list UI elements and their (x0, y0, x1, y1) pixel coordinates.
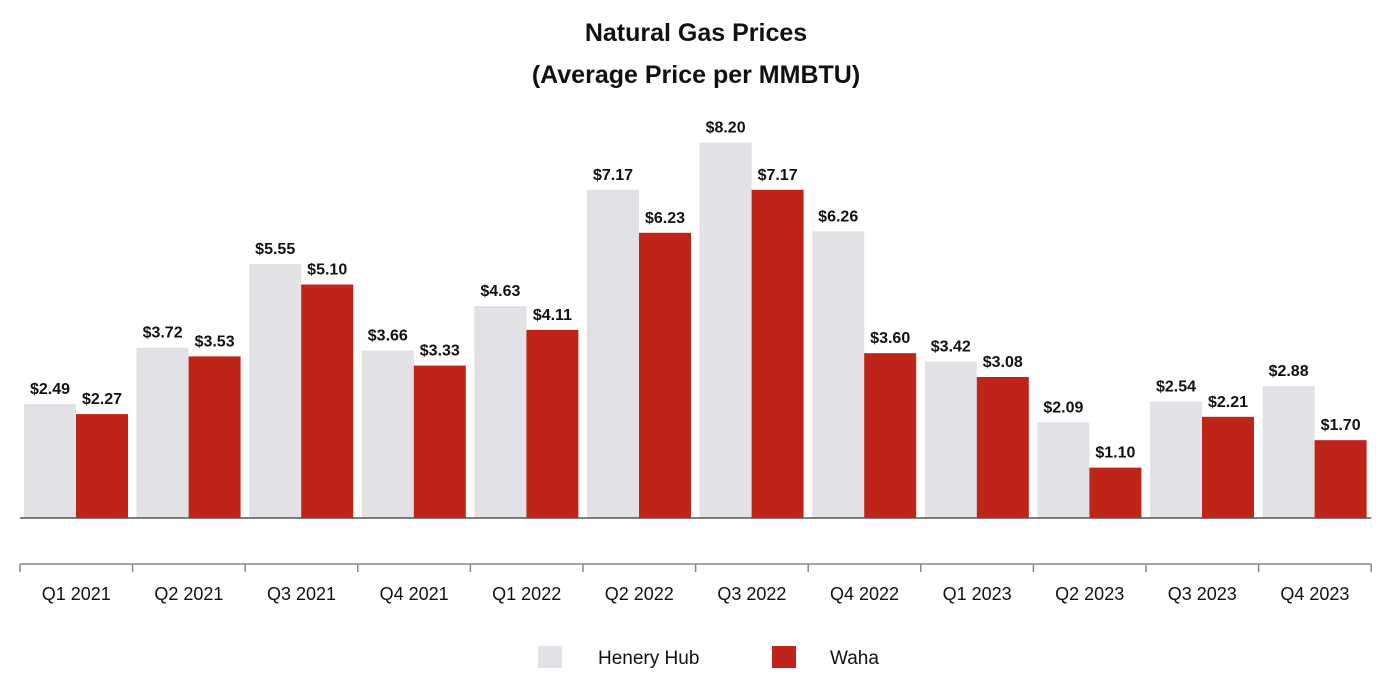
x-tick-label-q1-2022: Q1 2022 (492, 584, 561, 604)
bar-henery-hub-q3-2021 (249, 263, 302, 518)
data-label-waha-q4-2022: $3.60 (870, 330, 910, 347)
data-label-henery-hub-q1-2021: $2.49 (30, 381, 70, 398)
bar-henery-hub-q1-2022 (474, 306, 527, 518)
axes: Q1 2021 Q2 2021 Q3 2021 Q4 2021 Q1 2022 Q2 20… (19, 517, 1372, 604)
data-label-waha-q1-2023: $3.08 (983, 354, 1023, 371)
bar-waha-q2-2021 (188, 356, 241, 518)
data-label-waha-q4-2021: $3.33 (420, 343, 460, 360)
bar-waha-q1-2023 (976, 376, 1029, 518)
bar-henery-hub-q2-2023 (1037, 422, 1090, 518)
bar-henery-hub-q3-2022 (699, 142, 752, 518)
data-label-waha-q4-2023: $1.70 (1321, 417, 1361, 434)
x-tick-label-q2-2021: Q2 2021 (154, 584, 223, 604)
bar-waha-q4-2023 (1314, 440, 1367, 518)
x-tick-label-q4-2021: Q4 2021 (380, 584, 449, 604)
legend-swatch-henery-hub (538, 646, 562, 668)
data-label-henery-hub-q1-2023: $3.42 (931, 338, 971, 355)
bar-henery-hub-q1-2021 (24, 404, 76, 518)
x-tick-label-q4-2022: Q4 2022 (830, 584, 899, 604)
data-label-henery-hub-q4-2021: $3.66 (368, 327, 408, 344)
x-tick-label-q2-2023: Q2 2023 (1055, 584, 1124, 604)
x-tick-label-q3-2022: Q3 2022 (717, 584, 786, 604)
chart-subtitle: (Average Price per MMBTU) (532, 61, 860, 89)
x-tick-label-q2-2022: Q2 2022 (605, 584, 674, 604)
bar-waha-q2-2023 (1089, 467, 1142, 518)
data-label-waha-q2-2023: $1.10 (1095, 445, 1135, 462)
x-tick-label-q1-2023: Q1 2023 (943, 584, 1012, 604)
data-label-henery-hub-q3-2021: $5.55 (255, 241, 295, 258)
data-label-waha-q3-2022: $7.17 (758, 167, 798, 184)
bar-waha-q3-2023 (1202, 416, 1254, 518)
data-label-waha-q1-2022: $4.11 (533, 307, 572, 324)
bar-henery-hub-q3-2023 (1150, 401, 1202, 518)
data-label-henery-hub-q1-2022: $4.63 (480, 283, 520, 300)
bar-waha-q1-2022 (526, 329, 579, 518)
data-label-waha-q2-2022: $6.23 (645, 210, 685, 227)
chart-title: Natural Gas Prices (585, 19, 807, 47)
legend-label-henery-hub: Henery Hub (598, 648, 699, 669)
bar-henery-hub-q4-2023 (1262, 386, 1315, 518)
data-label-henery-hub-q2-2022: $7.17 (593, 167, 633, 184)
data-label-henery-hub-q2-2021: $3.72 (143, 325, 183, 342)
bar-henery-hub-q2-2022 (587, 189, 639, 518)
bar-henery-hub-q4-2022 (812, 231, 865, 519)
x-tick-label-q1-2021: Q1 2021 (42, 584, 111, 604)
bar-waha-q3-2022 (751, 189, 804, 518)
bar-waha-q2-2022 (639, 232, 691, 518)
data-label-henery-hub-q4-2023: $2.88 (1269, 363, 1309, 380)
x-tick-label-q3-2023: Q3 2023 (1168, 584, 1237, 604)
data-label-henery-hub-q4-2022: $6.26 (818, 208, 858, 225)
bar-henery-hub-q1-2023 (924, 361, 977, 518)
legend-swatch-waha (772, 646, 796, 668)
bar-henery-hub-q2-2021 (136, 347, 189, 518)
data-label-waha-q1-2021: $2.27 (82, 391, 122, 408)
data-label-henery-hub-q2-2023: $2.09 (1043, 399, 1083, 416)
x-tick-label-q4-2023: Q4 2023 (1280, 584, 1349, 604)
bar-waha-q4-2021 (413, 365, 466, 518)
data-label-waha-q3-2021: $5.10 (307, 262, 347, 279)
bar-group: $2.49 $2.27 $3.72 $3.53 $5.55 $5.10 $3.66 $3.33… (24, 120, 1367, 519)
x-tick-label-q3-2021: Q3 2021 (267, 584, 336, 604)
data-label-waha-q2-2021: $3.53 (195, 333, 235, 350)
data-label-henery-hub-q3-2023: $2.54 (1156, 379, 1196, 396)
data-label-waha-q3-2023: $2.21 (1208, 394, 1248, 411)
bar-waha-q3-2021 (301, 284, 354, 518)
legend-label-waha: Waha (830, 648, 879, 669)
bar-waha-q1-2021 (76, 414, 128, 518)
data-label-henery-hub-q3-2022: $8.20 (706, 120, 746, 137)
bar-waha-q4-2022 (864, 353, 917, 518)
legend: Henery Hub Waha (538, 646, 879, 669)
bar-henery-hub-q4-2021 (361, 350, 414, 518)
